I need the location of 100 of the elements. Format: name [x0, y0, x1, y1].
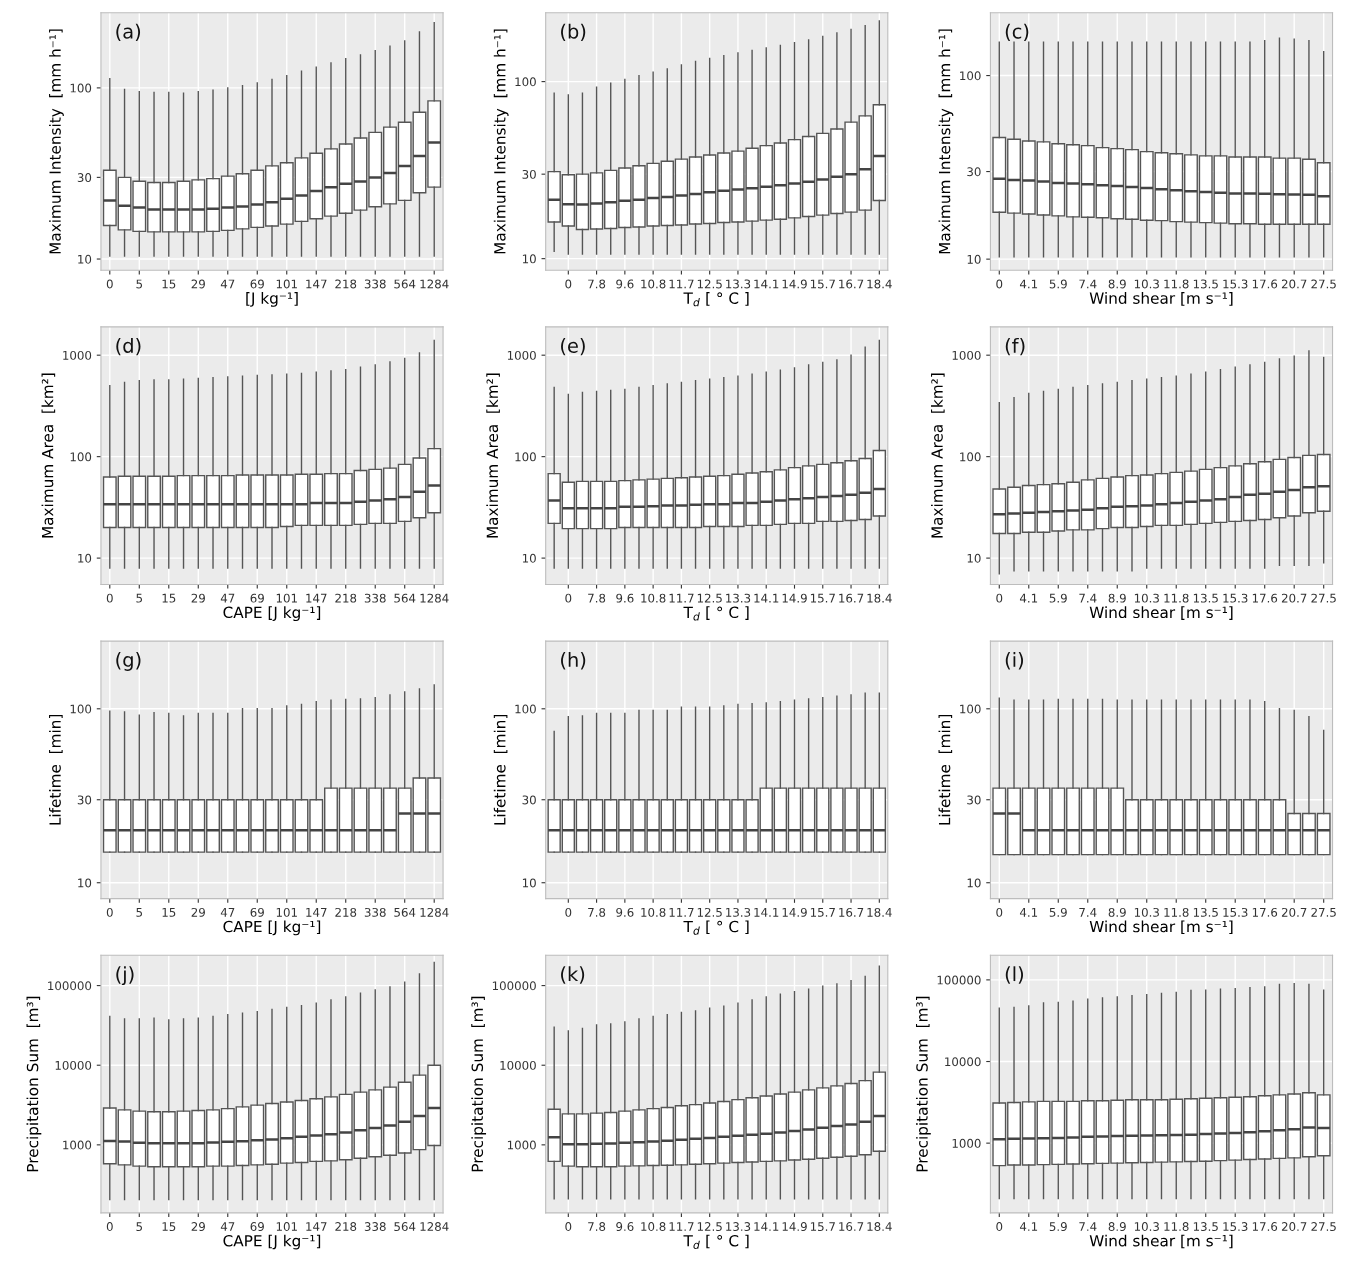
x-tick-label: 16.7 — [839, 1222, 864, 1232]
y-tick-label: 30 — [522, 795, 536, 805]
x-tick-label: 15.3 — [1223, 1222, 1248, 1232]
x-tick-label: 9.6 — [616, 1222, 634, 1232]
y-tick-label: 10 — [522, 878, 536, 888]
x-tick-label: 1284 — [420, 279, 449, 289]
x-tick-label: 20.7 — [1281, 593, 1307, 603]
x-tick-label: 11.8 — [1164, 279, 1189, 289]
x-tick-label: 15.3 — [1223, 907, 1248, 917]
x-tick-label: 14.9 — [782, 593, 807, 603]
x-tick-label: 29 — [191, 279, 205, 289]
y-axis-title: Maximum Intensity [mm h⁻¹] — [493, 29, 509, 254]
x-tick-label: 9.6 — [616, 279, 634, 289]
x-axis-title: T$_{d}$ [ ° C ] — [683, 292, 749, 307]
x-tick-label: 0 — [106, 279, 113, 289]
x-tick-label: 0 — [565, 907, 572, 917]
y-tick-label: 1000 — [507, 350, 536, 360]
x-axis-title: Wind shear [m s⁻¹] — [1089, 292, 1233, 306]
y-tick-label: 30 — [522, 169, 536, 179]
x-tick-label: 147 — [306, 1222, 327, 1231]
x-axis-title: CAPE [J kg⁻¹] — [223, 920, 321, 936]
x-tick-label: 12.5 — [697, 907, 722, 917]
x-tick-label: 218 — [335, 279, 357, 289]
x-tick-label: 17.6 — [1252, 279, 1278, 289]
x-tick-label: 338 — [364, 1222, 386, 1232]
x-tick-label: 18.4 — [867, 279, 892, 289]
y-tick-label: 30 — [967, 795, 981, 805]
x-tick-label: 101 — [276, 593, 297, 603]
y-axis-title: Maximum Intensity [mm h⁻¹] — [938, 29, 954, 254]
x-tick-label: 218 — [335, 593, 357, 603]
x-tick-label: 12.5 — [697, 593, 722, 603]
x-tick-label: 16.7 — [839, 279, 864, 289]
x-tick-label: 7.4 — [1079, 1222, 1097, 1231]
x-tick-label: 29 — [191, 907, 205, 917]
x-tick-label: 15.7 — [810, 279, 835, 289]
x-tick-label: 11.8 — [1164, 1222, 1189, 1232]
x-tick-label: 0 — [996, 593, 1003, 603]
x-tick-label: 147 — [306, 908, 327, 917]
y-axis-title: Maximum Area [km²] — [486, 373, 500, 538]
x-tick-label: 564 — [394, 593, 416, 603]
x-tick-label: 0 — [565, 593, 572, 603]
x-axis-title: Wind shear [m s⁻¹] — [1089, 920, 1233, 935]
x-tick-label: 7.8 — [588, 279, 606, 289]
x-tick-label: 69 — [250, 593, 264, 603]
x-tick-label: 8.9 — [1108, 279, 1126, 289]
x-tick-label: 29 — [191, 593, 205, 603]
x-tick-label: 16.7 — [839, 593, 864, 603]
y-tick-label: 1000 — [952, 1138, 981, 1148]
x-tick-label: 101 — [276, 907, 297, 917]
y-tick-label: 1000 — [507, 1140, 536, 1150]
x-tick-label: 13.3 — [726, 1222, 751, 1232]
y-tick-label: 100 — [960, 704, 981, 714]
x-tick-label: 13.3 — [726, 593, 751, 603]
x-tick-label: 14.9 — [782, 279, 807, 289]
annotation: (b) — [561, 23, 586, 42]
x-tick-label: 564 — [394, 907, 416, 917]
annotation: (l) — [1005, 966, 1024, 984]
x-tick-label: 0 — [996, 279, 1003, 289]
y-tick-label: 100000 — [937, 975, 981, 985]
x-tick-label: 564 — [394, 1222, 416, 1232]
x-tick-label: 10.3 — [1134, 1222, 1159, 1232]
x-axis-title: CAPE [J kg⁻¹] — [223, 1234, 321, 1250]
x-tick-label: 1284 — [420, 907, 449, 917]
x-tick-label: 29 — [191, 1222, 205, 1232]
y-tick-label: 1000 — [63, 350, 92, 360]
x-tick-label: 13.5 — [1193, 907, 1218, 917]
y-tick-label: 10 — [522, 553, 536, 563]
x-tick-label: 15.7 — [810, 908, 835, 917]
x-tick-label: 14.9 — [782, 907, 807, 917]
x-tick-label: 7.4 — [1079, 593, 1097, 603]
x-tick-label: 18.4 — [867, 1222, 892, 1232]
x-tick-label: 11.8 — [1164, 907, 1189, 917]
x-tick-label: 10.8 — [641, 593, 666, 603]
annotation: (h) — [561, 652, 586, 670]
x-tick-label: 0 — [996, 1222, 1003, 1232]
x-tick-label: 17.6 — [1252, 1222, 1278, 1232]
x-tick-label: 27.5 — [1311, 907, 1336, 917]
x-tick-label: 1284 — [420, 593, 449, 603]
y-axis-title: Maximum Area [km²] — [41, 373, 56, 538]
x-tick-label: 47 — [220, 1222, 235, 1231]
x-tick-label: 17.6 — [1252, 907, 1278, 917]
y-tick-label: 100 — [70, 83, 92, 93]
y-axis-title: Precipitation Sum [m³] — [471, 996, 487, 1172]
x-tick-label: 101 — [276, 279, 297, 289]
y-tick-label: 100 — [960, 452, 981, 462]
x-tick-label: 27.5 — [1311, 279, 1336, 289]
x-tick-label: 14.1 — [754, 908, 779, 917]
x-tick-label: 5 — [136, 908, 143, 917]
y-tick-label: 10 — [967, 553, 981, 563]
x-tick-label: 10.3 — [1134, 907, 1159, 917]
y-tick-label: 10 — [967, 878, 981, 888]
x-tick-label: 4.1 — [1019, 1222, 1038, 1231]
x-tick-label: 27.5 — [1311, 593, 1336, 603]
x-tick-label: 218 — [335, 907, 357, 917]
x-tick-label: 4.1 — [1019, 279, 1038, 289]
x-tick-label: 7.4 — [1079, 279, 1097, 289]
x-tick-label: 69 — [250, 279, 264, 289]
x-tick-label: 47 — [220, 279, 235, 289]
x-tick-label: 15 — [162, 1222, 176, 1232]
x-tick-label: 0 — [106, 907, 113, 917]
